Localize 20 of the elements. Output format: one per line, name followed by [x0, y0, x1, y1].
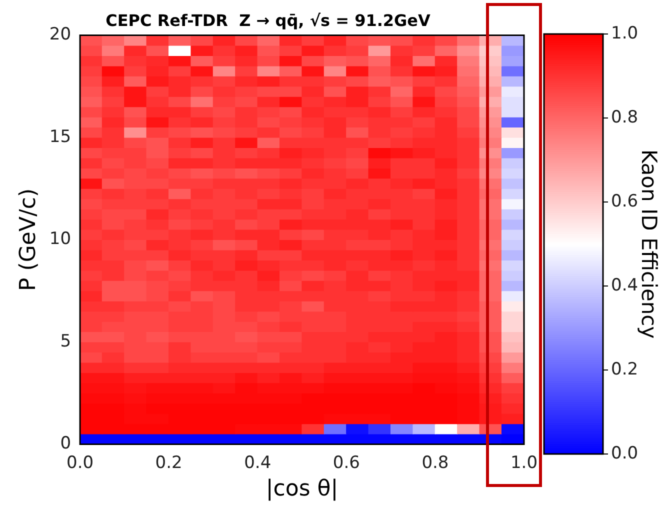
color-bar-label: 1.0 [611, 23, 638, 44]
x-tick-label: 0.6 [332, 452, 360, 473]
y-tick-label: 10 [49, 229, 72, 250]
y-tick-label: 15 [49, 126, 72, 147]
y-tick-label: 0 [60, 434, 72, 454]
color-bar-label: 0.6 [611, 191, 638, 212]
x-tick-label: 0.0 [66, 452, 94, 473]
y-axis-title: P (GeV/c) [16, 188, 41, 291]
color-bar-label: 0.8 [611, 107, 638, 128]
color-bar-title: Kaon ID Efficiency [636, 149, 661, 339]
y-tick-label: 5 [60, 331, 72, 352]
chart-title: CEPC Ref-TDR Z → qq̄, √s = 91.2GeV [106, 10, 432, 30]
x-tick-label: 0.2 [155, 452, 182, 473]
color-bar-label: 0.2 [611, 359, 638, 380]
x-tick-label: 1.0 [510, 452, 538, 473]
x-tick-label: 0.8 [422, 452, 449, 473]
x-axis-title: |cos θ| [266, 476, 338, 502]
x-tick-label: 0.4 [244, 452, 272, 473]
y-tick-label: 20 [49, 24, 72, 45]
color-bar-label: 0.4 [611, 275, 638, 296]
